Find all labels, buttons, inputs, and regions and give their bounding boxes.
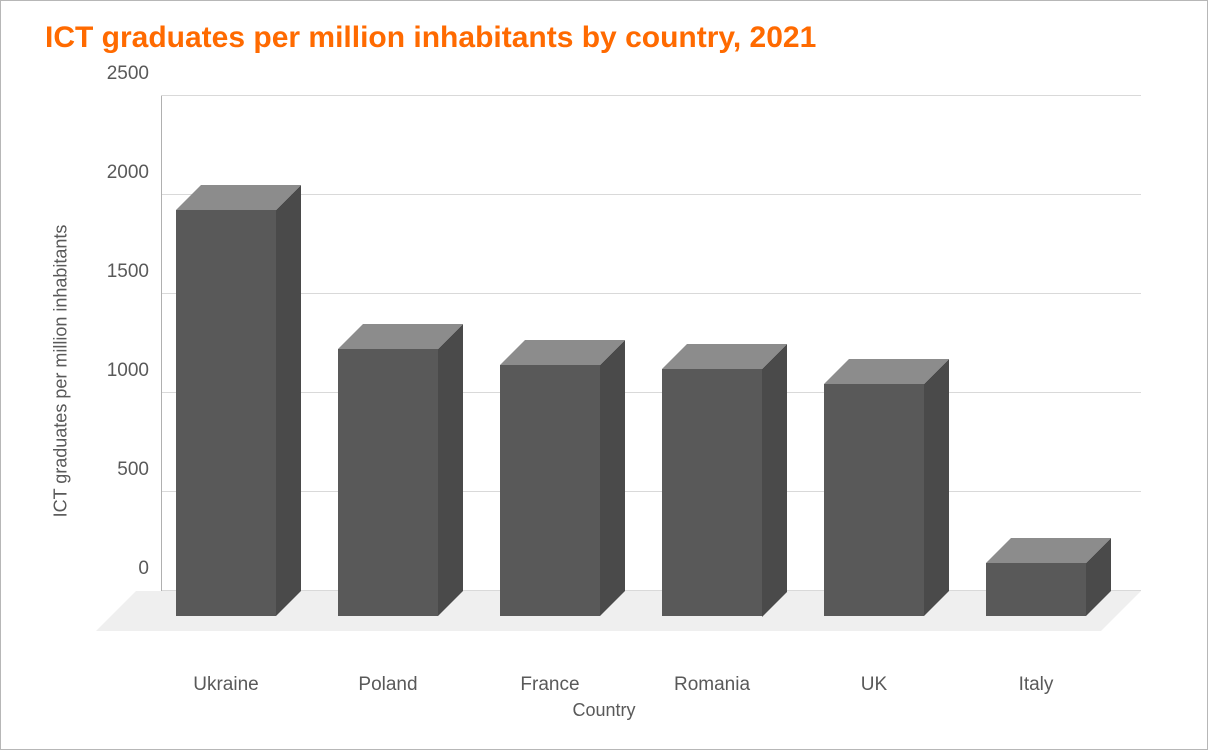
bar-side — [762, 344, 787, 617]
bar — [176, 185, 276, 616]
bar-side — [924, 359, 949, 616]
bar-side — [600, 340, 625, 616]
chart-title: ICT graduates per million inhabitants by… — [45, 21, 816, 55]
bar-front — [500, 365, 600, 616]
y-tick-label: 500 — [79, 459, 149, 481]
y-tick-label: 2000 — [79, 162, 149, 184]
y-tick-label: 1500 — [79, 261, 149, 283]
bar — [338, 324, 438, 616]
bars-layer — [161, 96, 1161, 631]
x-tick-label: UK — [804, 674, 944, 696]
x-tick-label: France — [480, 674, 620, 696]
bar — [662, 344, 762, 617]
y-tick-label: 1000 — [79, 360, 149, 382]
chart-frame: ICT graduates per million inhabitants by… — [0, 0, 1208, 750]
bar-front — [176, 210, 276, 616]
bar-front — [338, 349, 438, 616]
bar — [986, 538, 1086, 616]
bar — [824, 359, 924, 616]
y-tick-label: 0 — [79, 558, 149, 580]
x-axis-title: Country — [1, 700, 1207, 721]
x-tick-label: Ukraine — [156, 674, 296, 696]
x-tick-label: Italy — [966, 674, 1106, 696]
bar-front — [986, 563, 1086, 616]
y-tick-label: 2500 — [79, 63, 149, 85]
bar-side — [276, 185, 301, 616]
bar-front — [662, 369, 762, 617]
plot-area: 05001000150020002500UkrainePolandFranceR… — [161, 96, 1161, 631]
bar-front — [824, 384, 924, 616]
bar-side — [438, 324, 463, 616]
x-tick-label: Poland — [318, 674, 458, 696]
y-axis-title: ICT graduates per million inhabitants — [51, 225, 72, 518]
bar — [500, 340, 600, 616]
x-tick-label: Romania — [642, 674, 782, 696]
